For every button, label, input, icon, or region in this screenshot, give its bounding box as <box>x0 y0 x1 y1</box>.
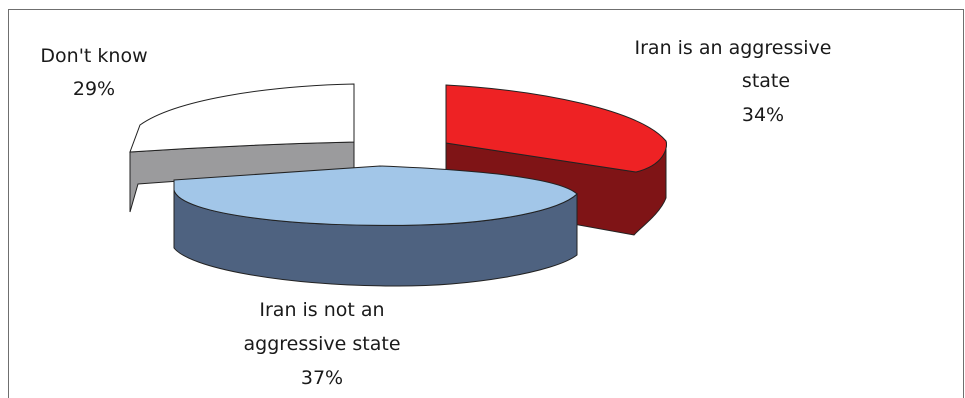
label-not-aggressive-value: 37% <box>301 367 343 389</box>
label-dont-know: Don't know <box>40 45 147 67</box>
slice-not-aggressive-top <box>173 165 578 226</box>
slice-aggressive-top <box>445 84 667 173</box>
label-dont-know-value: 29% <box>73 78 115 100</box>
data-labels: Don't know 29% Iran is an aggressive sta… <box>40 37 831 389</box>
chart-frame <box>8 9 964 398</box>
label-not-aggressive-line1: Iran is not an <box>259 299 384 321</box>
slice-not-aggressive <box>173 165 578 287</box>
label-aggressive-line2: state <box>742 70 790 92</box>
label-not-aggressive-line2: aggressive state <box>243 333 400 355</box>
label-aggressive-value: 34% <box>742 104 784 126</box>
label-aggressive-line1: Iran is an aggressive <box>635 37 832 59</box>
slice-dont-know-top <box>129 83 355 153</box>
